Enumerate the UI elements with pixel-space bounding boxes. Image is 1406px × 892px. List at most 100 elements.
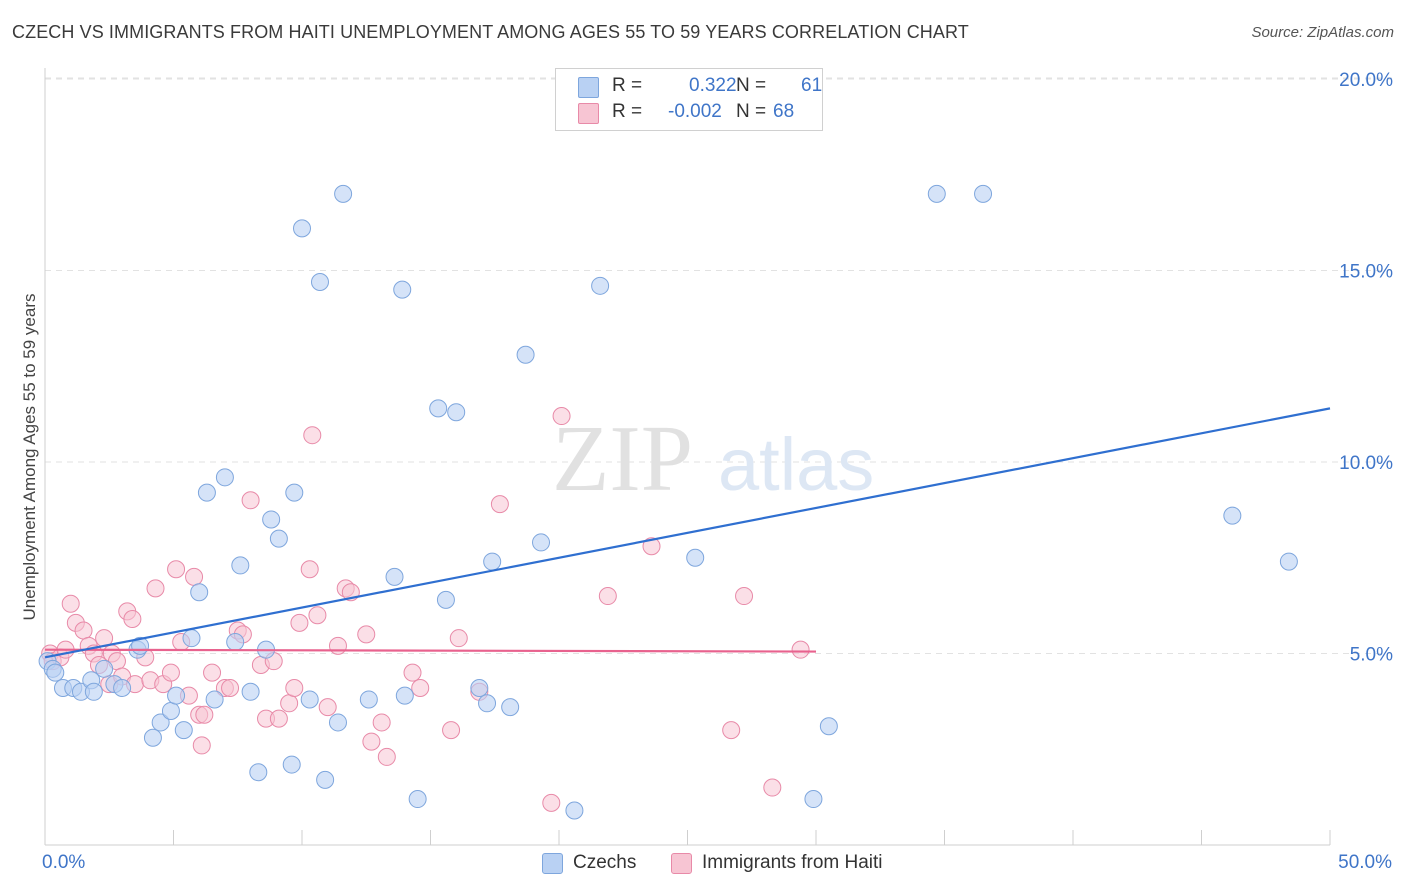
czechs-swatch: [578, 77, 599, 98]
x-tick-max: 50.0%: [1338, 852, 1392, 873]
haiti-point: [303, 426, 322, 445]
haiti-swatch: [578, 103, 599, 124]
czech-point: [151, 713, 170, 732]
haiti-point: [377, 747, 396, 766]
czech-point: [46, 663, 65, 682]
czech-point: [483, 552, 502, 571]
haiti-n-label: N =: [736, 101, 767, 122]
haiti-r-label: R =: [612, 101, 643, 122]
haiti-point: [61, 594, 80, 613]
haiti-point: [285, 678, 304, 697]
czech-point: [231, 556, 250, 575]
czech-point: [161, 701, 180, 720]
czech-point: [182, 629, 201, 648]
czechs-trend-line: [44, 407, 1331, 659]
haiti-r-value: -0.002: [668, 101, 722, 122]
czech-point: [429, 399, 448, 418]
czech-point: [285, 483, 304, 502]
czech-point: [393, 280, 412, 299]
legend-haiti[interactable]: Immigrants from Haiti: [671, 852, 911, 876]
y-tick-label: 5.0%: [1350, 645, 1393, 666]
czech-point: [113, 678, 132, 697]
czech-point: [226, 633, 245, 652]
czech-point: [565, 801, 584, 820]
czech-point: [532, 533, 551, 552]
watermark-zip: ZIP: [552, 407, 693, 511]
legend-czechs-swatch: [542, 853, 563, 874]
haiti-point: [357, 625, 376, 644]
czech-point: [478, 694, 497, 713]
haiti-point: [372, 713, 391, 732]
czech-point: [190, 583, 209, 602]
haiti-point: [442, 721, 461, 740]
czech-point: [359, 690, 378, 709]
haiti-point: [185, 567, 204, 586]
haiti-point: [598, 587, 617, 606]
czech-point: [249, 763, 268, 782]
czech-point: [84, 682, 103, 701]
czechs-n-label: N =: [736, 75, 767, 96]
haiti-point: [161, 663, 180, 682]
haiti-point: [308, 606, 327, 625]
czech-point: [974, 184, 993, 203]
axes: [44, 68, 1331, 846]
czech-point: [174, 721, 193, 740]
haiti-point: [241, 491, 260, 510]
czech-point: [804, 790, 823, 809]
haiti-point: [318, 698, 337, 717]
haiti-points: [41, 407, 810, 812]
czech-point: [686, 548, 705, 567]
legend-haiti-swatch: [671, 853, 692, 874]
haiti-point: [642, 537, 661, 556]
haiti-point: [449, 629, 468, 648]
haiti-point: [490, 495, 509, 514]
haiti-trend-line: [44, 648, 817, 653]
haiti-point: [167, 560, 186, 579]
czech-point: [927, 184, 946, 203]
czech-point: [470, 678, 489, 697]
czech-point: [205, 690, 224, 709]
czech-point: [95, 659, 114, 678]
czech-point: [282, 755, 301, 774]
czech-point: [197, 483, 216, 502]
czech-point: [385, 567, 404, 586]
haiti-point: [403, 663, 422, 682]
haiti-point: [203, 663, 222, 682]
haiti-point: [221, 678, 240, 697]
czech-point: [334, 184, 353, 203]
legend-czechs[interactable]: Czechs: [542, 852, 662, 876]
haiti-point: [362, 732, 381, 751]
czech-point: [436, 590, 455, 609]
czech-point: [447, 403, 466, 422]
haiti-point: [328, 636, 347, 655]
source-label: Source: ZipAtlas.com: [1251, 24, 1394, 41]
czech-point: [819, 717, 838, 736]
haiti-point: [74, 621, 93, 640]
stats-legend: R = 0.322 N = 61 R = -0.002 N = 68: [555, 68, 823, 131]
haiti-point: [192, 736, 211, 755]
legend-haiti-label: Immigrants from Haiti: [702, 852, 883, 873]
czech-point: [1279, 552, 1298, 571]
czech-point: [300, 690, 319, 709]
czech-point: [395, 686, 414, 705]
czech-points: [38, 184, 1298, 820]
y-axis-label: Unemployment Among Ages 55 to 59 years: [20, 293, 39, 621]
legend-czechs-label: Czechs: [573, 852, 637, 873]
czech-point: [1223, 506, 1242, 525]
czech-point: [215, 468, 234, 487]
czech-point: [591, 276, 610, 295]
y-tick-label: 20.0%: [1339, 70, 1393, 91]
y-tick-label: 10.0%: [1339, 453, 1393, 474]
czech-point: [143, 728, 162, 747]
czech-point: [241, 682, 260, 701]
y-tick-label: 15.0%: [1339, 262, 1393, 283]
haiti-n-value: 68: [773, 101, 795, 122]
haiti-point: [735, 587, 754, 606]
haiti-point: [411, 678, 430, 697]
haiti-point: [146, 579, 165, 598]
haiti-point: [123, 610, 142, 629]
czech-point: [516, 345, 535, 364]
czechs-r-value: 0.322: [689, 75, 737, 96]
haiti-point: [552, 407, 571, 426]
